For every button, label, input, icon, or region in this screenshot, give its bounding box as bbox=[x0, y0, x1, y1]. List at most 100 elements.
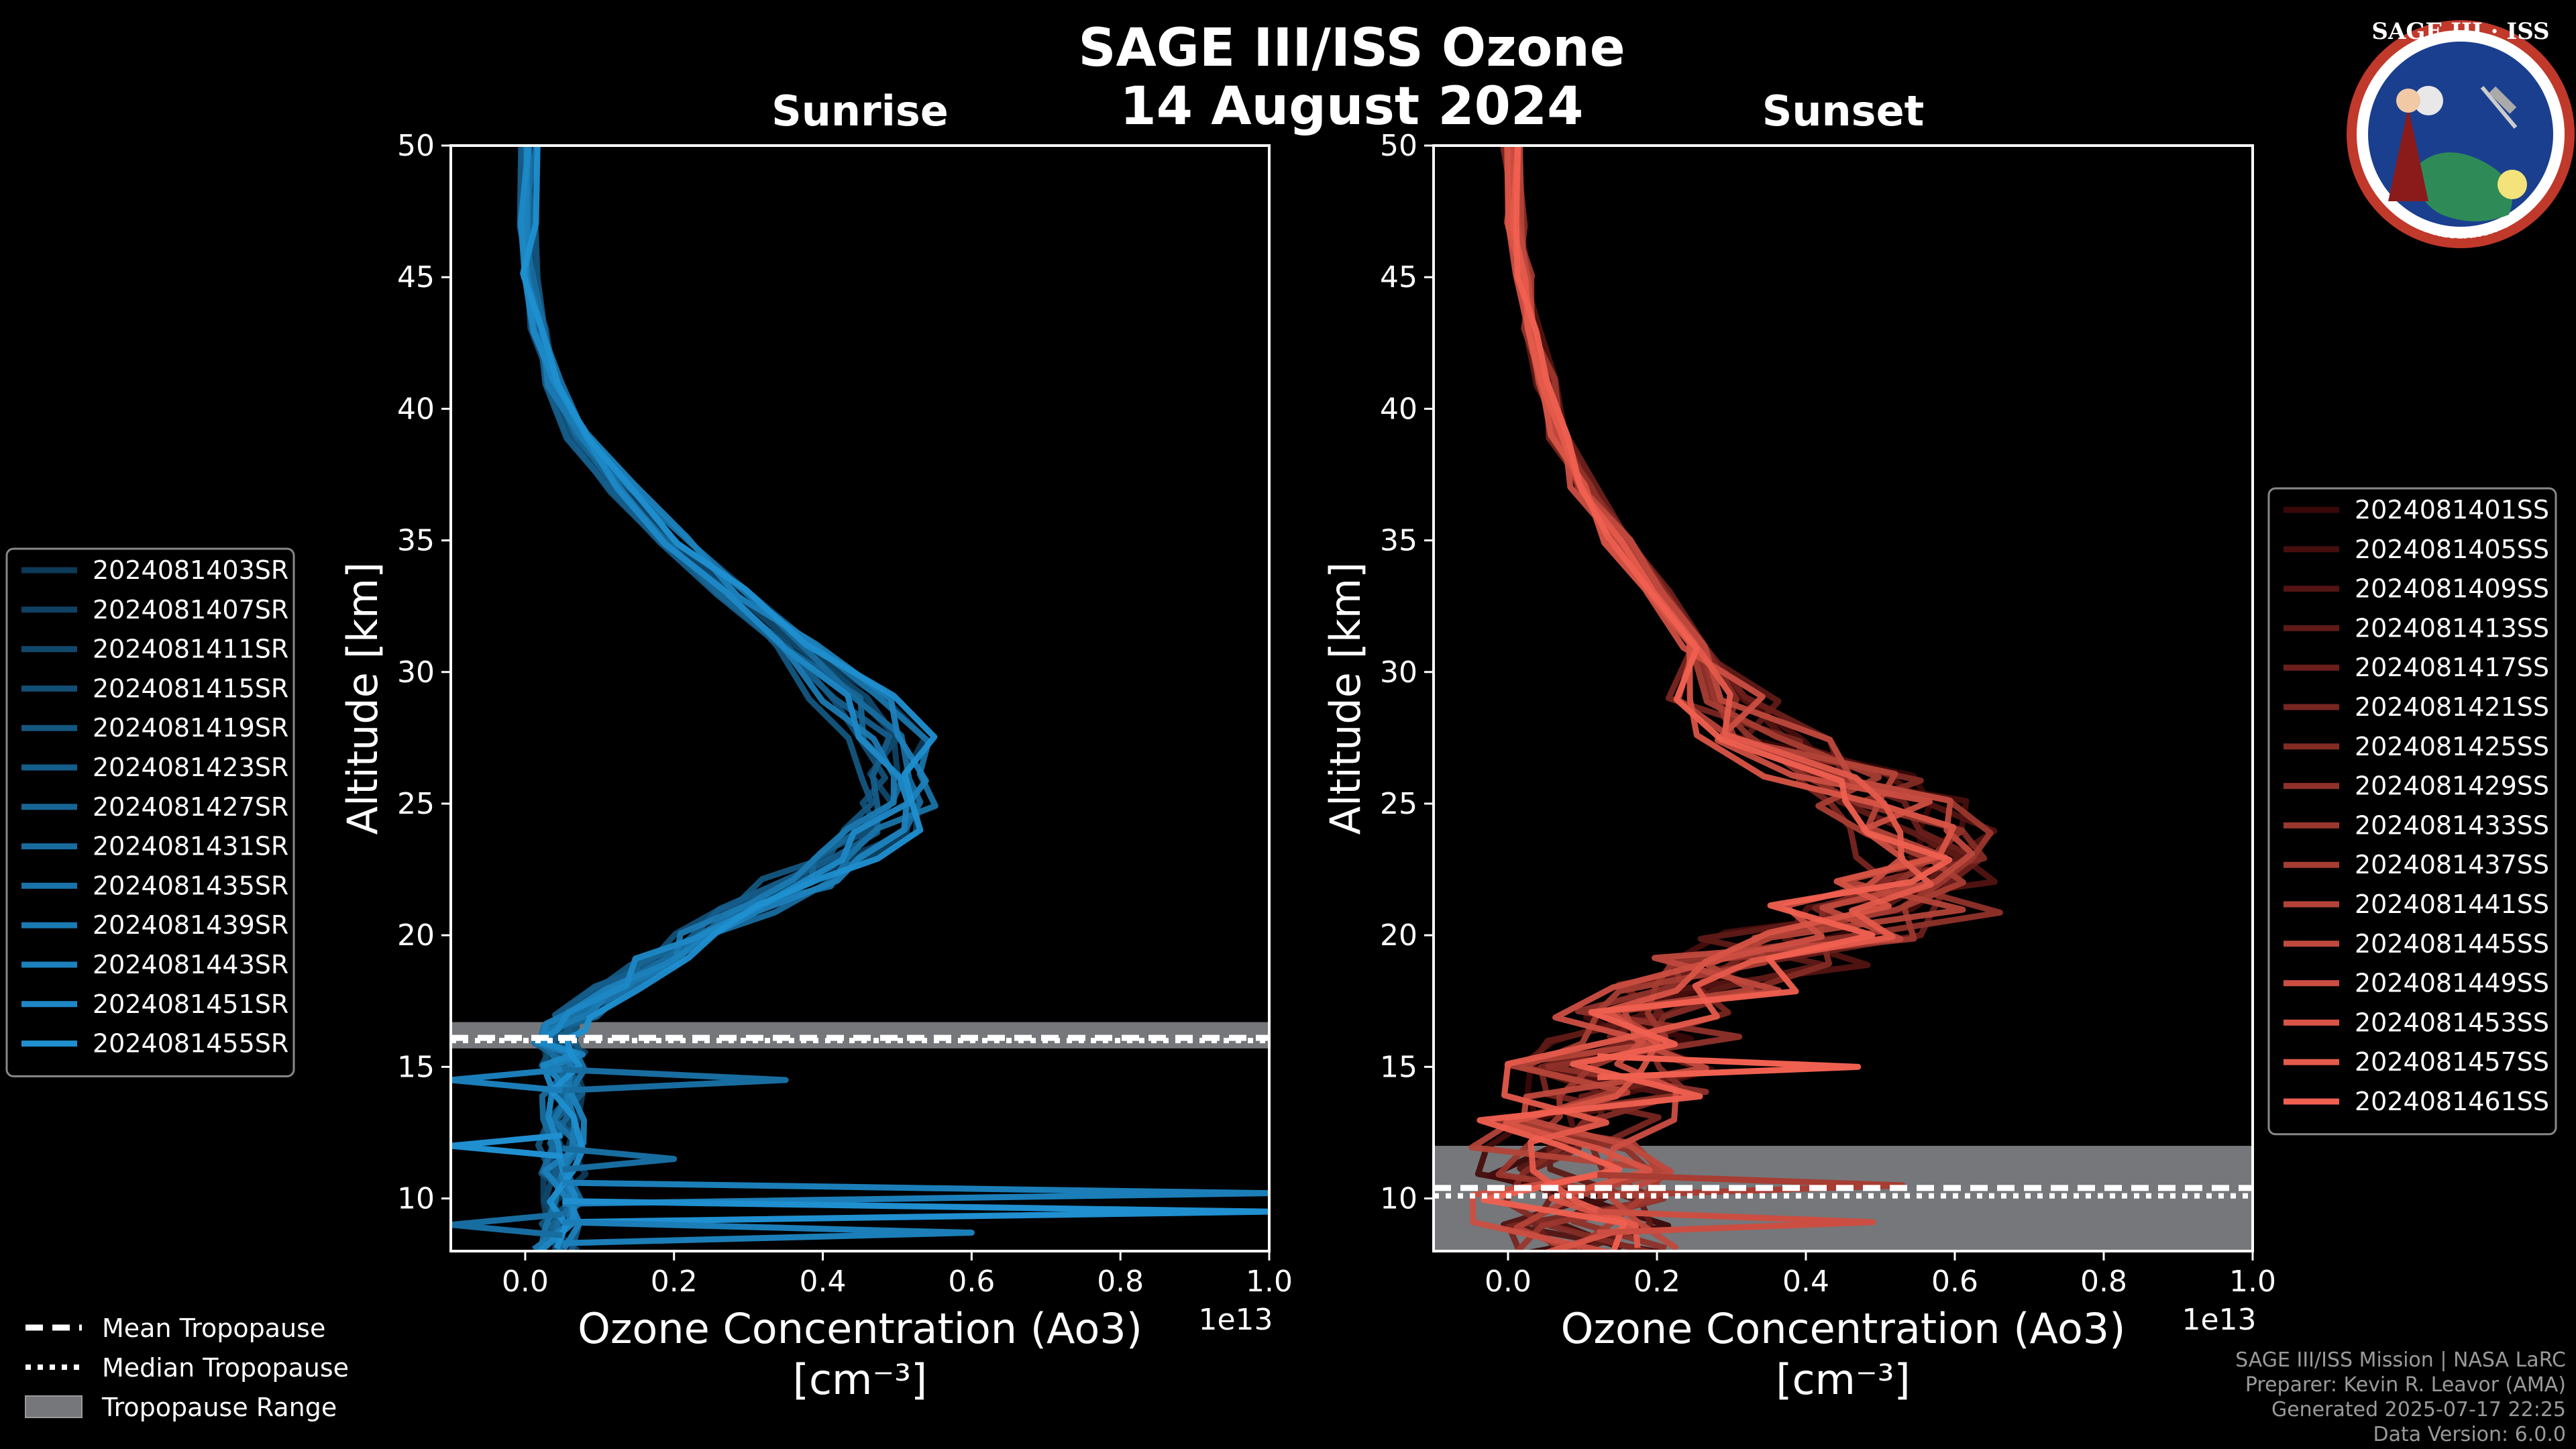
legend-label: 2024081415SR bbox=[93, 674, 288, 703]
legend-label: 2024081439SR bbox=[93, 910, 288, 940]
x-tick-label: 0.6 bbox=[1931, 1265, 1978, 1299]
profile-2024081461SS bbox=[1477, 146, 1953, 1251]
x-axis-label: Ozone Concentration (Ao3) bbox=[1561, 1304, 2126, 1353]
sunset-panel: Sunset 0.0 0.2 0.4 0.6 0.8 1.0 10 15 20 25 30 35 40 45… bbox=[1321, 87, 2276, 1404]
x-tick-label: 0.2 bbox=[1633, 1265, 1680, 1299]
legend-label: 2024081405SS bbox=[2355, 535, 2549, 564]
legend-label: 2024081457SS bbox=[2355, 1047, 2549, 1077]
tropopause-legend-label: Median Tropopause bbox=[102, 1353, 349, 1383]
y-tick-label: 10 bbox=[1380, 1182, 1417, 1216]
profile-spike bbox=[1597, 1053, 1862, 1081]
footer-line: Generated 2025-07-17 22:25 bbox=[2271, 1398, 2566, 1421]
legend-label: 2024081443SR bbox=[93, 950, 288, 979]
tropopause-legend-label: Tropopause Range bbox=[101, 1393, 337, 1422]
x-tick-label: 0.4 bbox=[800, 1265, 847, 1299]
profile-spike bbox=[562, 1219, 975, 1246]
tropopause-range-swatch bbox=[25, 1395, 83, 1418]
tropopause-legend: Mean Tropopause Median Tropopause Tropopau… bbox=[25, 1313, 349, 1422]
sunset-legend: 2024081401SS 2024081405SS 2024081409SS 2024… bbox=[2267, 487, 2557, 1136]
chart-title: SAGE III/ISS Ozone bbox=[1078, 18, 1625, 78]
profile-lines bbox=[451, 146, 1269, 1251]
legend-label: 2024081453SS bbox=[2355, 1008, 2549, 1037]
y-axis-label: Altitude [km] bbox=[338, 562, 387, 835]
plot-frame bbox=[449, 144, 1271, 1252]
profile-2024081455SR bbox=[520, 146, 938, 1250]
legend-label: 2024081417SS bbox=[2355, 653, 2549, 682]
legend-label: 2024081431SR bbox=[93, 832, 288, 861]
panel-title: Sunset bbox=[1762, 87, 1925, 136]
plot-frame bbox=[1432, 144, 2254, 1252]
profile-spike bbox=[1597, 1208, 1876, 1236]
legend-label: 2024081449SS bbox=[2355, 969, 2549, 998]
y-axis-label: Altitude [km] bbox=[1321, 562, 1370, 835]
profile-2024081451SR bbox=[517, 148, 912, 1251]
legend-label: 2024081461SS bbox=[2355, 1087, 2549, 1116]
legend-label: 2024081413SS bbox=[2355, 613, 2549, 643]
y-tick-label: 15 bbox=[397, 1050, 435, 1084]
x-tick-label: 0.8 bbox=[1097, 1265, 1144, 1299]
logo-text: SAGE III · ISS bbox=[2371, 18, 2549, 45]
legend-label: 2024081411SR bbox=[93, 635, 288, 664]
chart-date: 14 August 2024 bbox=[1120, 76, 1584, 137]
y-tick-label: 35 bbox=[1380, 524, 1417, 558]
x-tick-label: 0.4 bbox=[1782, 1265, 1829, 1299]
x-tick-label: 0.8 bbox=[2080, 1265, 2127, 1299]
legend-label: 2024081423SR bbox=[93, 753, 288, 782]
profile-spike bbox=[451, 1132, 563, 1160]
profile-2024081421SS bbox=[1500, 146, 1896, 1251]
x-tick-label: 0.2 bbox=[651, 1265, 698, 1299]
y-tick-label: 20 bbox=[397, 918, 435, 953]
y-tick-label: 50 bbox=[1380, 129, 1417, 163]
y-tick-label: 25 bbox=[397, 787, 435, 821]
profile-spike bbox=[561, 1145, 678, 1173]
x-tick-label: 0.6 bbox=[948, 1265, 995, 1299]
legend-label: 2024081437SS bbox=[2355, 850, 2549, 879]
legend-label: 2024081451SR bbox=[93, 989, 288, 1019]
profile-spike bbox=[562, 1179, 1269, 1207]
x-axis-unit: [cm⁻³] bbox=[1776, 1355, 1910, 1404]
legend-label: 2024081429SS bbox=[2355, 771, 2549, 801]
legend-label: 2024081441SS bbox=[2355, 890, 2549, 919]
y-tick-label: 10 bbox=[397, 1182, 435, 1216]
legend-label: 2024081409SS bbox=[2355, 574, 2549, 604]
y-tick-label: 35 bbox=[397, 524, 435, 558]
legend-label: 2024081445SS bbox=[2355, 929, 2549, 959]
x-tick-label: 0.0 bbox=[1485, 1265, 1532, 1299]
x-multiplier: 1e13 bbox=[1198, 1303, 1273, 1337]
y-tick-label: 20 bbox=[1380, 918, 1417, 953]
legend-label: 2024081455SR bbox=[93, 1029, 288, 1059]
footer: SAGE III/ISS Mission | NASA LaRC Prepare… bbox=[2235, 1348, 2566, 1446]
footer-line: Preparer: Kevin R. Leavor (AMA) bbox=[2245, 1373, 2566, 1397]
tropopause-legend-label: Mean Tropopause bbox=[102, 1313, 325, 1343]
profile-spike bbox=[451, 1211, 563, 1238]
x-tick-label: 1.0 bbox=[1246, 1265, 1293, 1299]
legend-frame bbox=[5, 547, 295, 1077]
footer-line: SAGE III/ISS Mission | NASA LaRC bbox=[2235, 1348, 2566, 1372]
profile-2024081457SS bbox=[1501, 147, 1934, 1248]
legend-label: 2024081435SR bbox=[93, 871, 288, 900]
panel-title: Sunrise bbox=[771, 87, 949, 136]
y-tick-label: 15 bbox=[1380, 1050, 1417, 1084]
legend-label: 2024081419SR bbox=[93, 713, 288, 743]
y-tick-label: 45 bbox=[397, 260, 435, 294]
legend-label: 2024081407SR bbox=[93, 595, 288, 625]
profile-spike bbox=[451, 1066, 563, 1094]
x-axis-unit: [cm⁻³] bbox=[793, 1355, 927, 1404]
x-tick-label: 1.0 bbox=[2229, 1265, 2276, 1299]
sunrise-panel: Sunrise 0.0 0.2 0.4 0.6 0.8 1.0 10 15 20 25 30 35 40 4… bbox=[338, 87, 1293, 1404]
legend-frame bbox=[2267, 487, 2557, 1136]
x-multiplier: 1e13 bbox=[2182, 1303, 2256, 1337]
y-tick-label: 40 bbox=[397, 392, 435, 426]
y-tick-label: 30 bbox=[1380, 655, 1417, 690]
y-tick-label: 40 bbox=[1380, 392, 1417, 426]
legend-label: 2024081403SR bbox=[93, 555, 288, 585]
profile-lines bbox=[1468, 146, 2003, 1251]
profile-spike bbox=[562, 1197, 1269, 1226]
legend-label: 2024081427SR bbox=[93, 792, 288, 822]
x-tick-label: 0.0 bbox=[502, 1265, 549, 1299]
y-tick-label: 25 bbox=[1380, 787, 1417, 821]
y-tick-label: 45 bbox=[1380, 260, 1417, 294]
footer-line: Data Version: 6.0.0 bbox=[2373, 1423, 2566, 1446]
legend-label: 2024081425SS bbox=[2355, 732, 2549, 761]
